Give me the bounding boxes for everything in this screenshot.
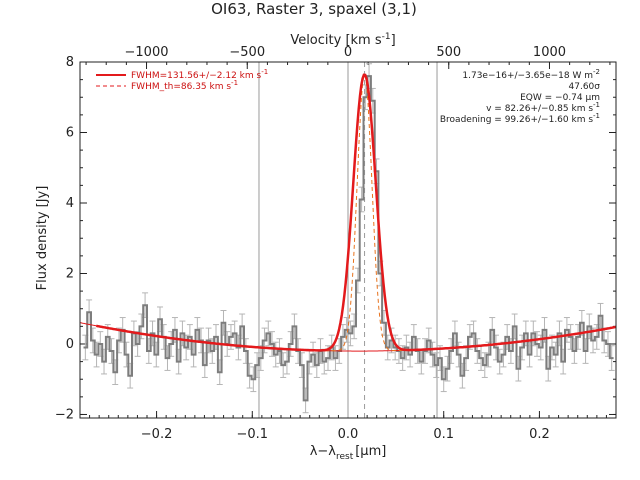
y-tick-label: 4 — [66, 196, 74, 211]
y-tick-label: 0 — [66, 337, 74, 352]
top-tick-label: −1000 — [125, 45, 169, 60]
y-tick-label: 2 — [66, 266, 74, 281]
y-tick-label: 6 — [66, 125, 74, 140]
x-tick-label: 0.2 — [529, 427, 550, 442]
fit-annotations: 1.73e−16+/−3.65e−18 W m-2 47.60σ EQW = −… — [440, 68, 600, 125]
top-tick-label: 1000 — [533, 45, 566, 60]
thermal-component-fit — [310, 74, 425, 352]
data-step-series — [83, 75, 614, 402]
top-axis-label: Velocity [km s-1] — [290, 32, 395, 48]
y-tick-label: 8 — [66, 55, 74, 70]
annotation-significance: 47.60σ — [569, 82, 601, 92]
chart-title: OI63, Raster 3, spaxel (3,1) — [211, 0, 417, 18]
legend-entry-fwhm: FWHM=131.56+/−2.12 km s-1 — [131, 68, 268, 81]
y-tick-label: −2 — [55, 407, 74, 422]
top-tick-label: 500 — [436, 45, 461, 60]
total-fit — [96, 73, 617, 352]
top-tick-label: −500 — [229, 45, 265, 60]
annotation-broadening: Broadening = 99.26+/−1.60 km s-1 — [440, 112, 600, 125]
x-tick-label: −0.1 — [236, 427, 268, 442]
x-axis-label: λ−λrest [μm] — [310, 444, 387, 462]
annotation-velocity: v = 82.26+/−0.85 km s-1 — [486, 101, 600, 114]
legend: FWHM=131.56+/−2.12 km s-1 FWHM_th=86.35 … — [96, 68, 268, 92]
x-tick-label: −0.2 — [141, 427, 173, 442]
legend-entry-fwhm-th: FWHM_th=86.35 km s-1 — [131, 79, 238, 92]
annotation-line-flux: 1.73e−16+/−3.65e−18 W m-2 — [462, 68, 600, 81]
plot-frame — [79, 61, 617, 419]
x-tick-label: 0.1 — [433, 427, 454, 442]
y-axis-label: Flux density [Jy] — [35, 186, 50, 291]
x-tick-label: 0.0 — [338, 427, 359, 442]
annotation-eqw: EQW = −0.74 μm — [520, 93, 600, 103]
top-tick-label: 0 — [344, 45, 352, 60]
